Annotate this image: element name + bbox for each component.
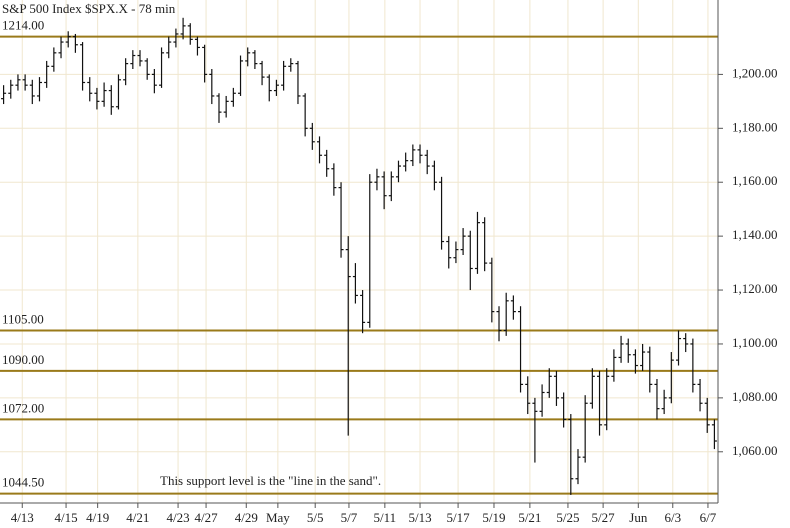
y-tick-label: 1,200.00	[732, 65, 778, 80]
price-bars	[1, 17, 717, 495]
x-tick-label: 4/21	[126, 510, 149, 525]
x-tick-label: 4/15	[54, 510, 77, 525]
x-tick-label: 5/25	[556, 510, 579, 525]
x-tick-label: 4/19	[86, 510, 109, 525]
y-tick-label: 1,180.00	[732, 119, 778, 134]
y-tick-label: 1,160.00	[732, 173, 778, 188]
x-tick-label: 5/7	[341, 510, 358, 525]
x-tick-label: 5/17	[447, 510, 471, 525]
x-tick-label: 6/7	[700, 510, 717, 525]
level-label: 1105.00	[2, 311, 44, 326]
x-tick-label: 4/13	[11, 510, 34, 525]
x-tick-label: Jun	[629, 510, 648, 525]
y-tick-label: 1,140.00	[732, 227, 778, 242]
y-tick-label: 1,100.00	[732, 335, 778, 350]
levels	[0, 35, 718, 495]
x-tick-label: 5/19	[482, 510, 505, 525]
level-label: 1090.00	[2, 352, 44, 367]
x-tick-label: 5/5	[307, 510, 324, 525]
x-tick-label: 4/29	[235, 510, 258, 525]
x-tick-label: 4/23	[167, 510, 190, 525]
labels: 1,060.00 1,080.00 1,100.00 1,120.00 1,140.00…	[2, 18, 778, 525]
y-tick-label: 1,060.00	[732, 443, 778, 458]
chart-title: S&P 500 Index $SPX.X - 78 min	[2, 1, 176, 16]
y-tick-label: 1,080.00	[732, 389, 778, 404]
x-tick-label: May	[266, 510, 290, 525]
level-label: 1044.50	[2, 475, 44, 490]
level-label: 1214.00	[2, 18, 44, 33]
y-tick-label: 1,120.00	[732, 281, 778, 296]
x-tick-label: 5/21	[518, 510, 541, 525]
x-tick-label: 5/11	[374, 510, 397, 525]
annotation: This support level is the "line in the s…	[160, 473, 381, 488]
x-tick-label: 4/27	[195, 510, 219, 525]
level-label: 1072.00	[2, 400, 44, 415]
x-tick-label: 5/13	[408, 510, 431, 525]
x-tick-label: 5/27	[592, 510, 616, 525]
x-tick-label: 6/3	[664, 510, 681, 525]
